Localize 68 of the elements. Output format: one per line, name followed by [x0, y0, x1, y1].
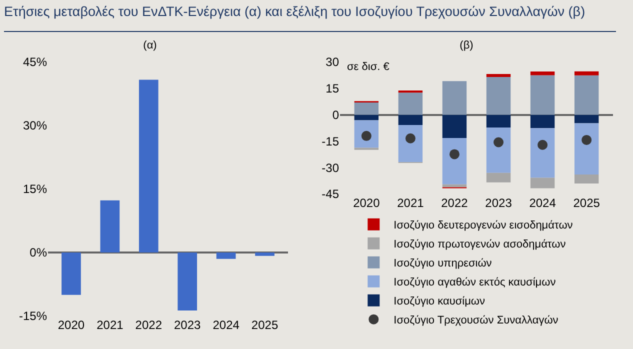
- y-tick-label: 15: [326, 82, 340, 96]
- x-tick-label: 2020: [353, 196, 380, 210]
- bar: [530, 72, 555, 76]
- y-tick-label: -15%: [18, 309, 48, 324]
- point: [405, 133, 416, 144]
- legend-label: Ισοζύγιο δευτερογενών εισοδημάτων: [394, 220, 574, 232]
- x-tick-label: 2020: [58, 318, 85, 332]
- chart-subtitle: (α): [143, 39, 157, 52]
- bar: [354, 102, 379, 115]
- bar: [574, 114, 599, 124]
- y-tick-label: 0: [332, 108, 340, 122]
- bar: [574, 71, 599, 76]
- x-tick-label: 2025: [251, 318, 278, 332]
- bar: [574, 123, 599, 174]
- bar: [398, 114, 423, 126]
- chart-title: Ετήσιες μεταβολές του ΕνΔΤΚ-Ενέργεια (α) και εξέλιξη του Ισοζυγίου Τρεχουσών Συναλλαγών (β): [4, 4, 616, 32]
- bar: [398, 92, 423, 115]
- bar: [138, 80, 158, 252]
- legend-label: Ισοζύγιο υπηρεσιών: [394, 258, 492, 270]
- x-tick-label: 2023: [485, 196, 512, 210]
- bar: [530, 114, 555, 128]
- bar: [486, 127, 511, 173]
- point: [494, 137, 504, 148]
- x-tick-label: 2021: [96, 318, 124, 332]
- y-tick-label: 0%: [30, 246, 48, 260]
- legend-label: Ισοζύγιο πρωτογενών ασοδημάτων: [394, 238, 566, 251]
- y-tick-label: -30: [322, 160, 340, 175]
- x-tick-label: 2025: [573, 196, 600, 210]
- bar: [530, 128, 555, 178]
- bar: [398, 125, 423, 162]
- bar: [486, 172, 511, 182]
- bar: [442, 184, 467, 188]
- legend-label: Ισοζύγιο Τρεχουσών Συναλλαγών: [394, 314, 559, 327]
- x-tick-label: 2023: [174, 318, 202, 332]
- y-tick-label: 15%: [22, 182, 48, 196]
- bar: [486, 114, 511, 128]
- bar: [100, 200, 120, 252]
- legend-label: Ισοζύγιο αγαθών εκτός καυσίμων: [394, 276, 556, 289]
- bar: [442, 138, 467, 184]
- bar: [442, 81, 467, 115]
- legend-label: Ισοζύγιο καυσίμων: [394, 296, 486, 308]
- bar: [486, 74, 511, 77]
- y-tick-label: -45: [322, 187, 340, 202]
- bar: [354, 114, 379, 120]
- x-tick-label: 2022: [135, 318, 162, 332]
- bar: [486, 76, 511, 115]
- point: [582, 134, 592, 145]
- bar: [255, 252, 274, 256]
- annotation: σε δισ. €: [347, 61, 390, 73]
- bar: [62, 252, 81, 295]
- y-tick-label: 30%: [22, 118, 48, 133]
- x-tick-label: 2024: [529, 196, 556, 210]
- bar: [178, 252, 198, 310]
- x-tick-label: 2021: [397, 196, 424, 210]
- bar: [574, 174, 599, 184]
- bar: [442, 114, 467, 138]
- chart-title: (β): [460, 39, 474, 52]
- bar: [574, 75, 599, 115]
- bar: [216, 252, 236, 259]
- bar: [530, 178, 555, 188]
- bar: [530, 75, 555, 115]
- point: [538, 140, 548, 150]
- y-tick-label: 45%: [22, 55, 48, 70]
- x-tick-label: 2022: [441, 196, 468, 210]
- x-tick-label: 2024: [212, 318, 240, 332]
- y-tick-label: 30: [326, 55, 340, 70]
- y-tick-label: -15: [322, 134, 340, 148]
- point: [449, 149, 460, 160]
